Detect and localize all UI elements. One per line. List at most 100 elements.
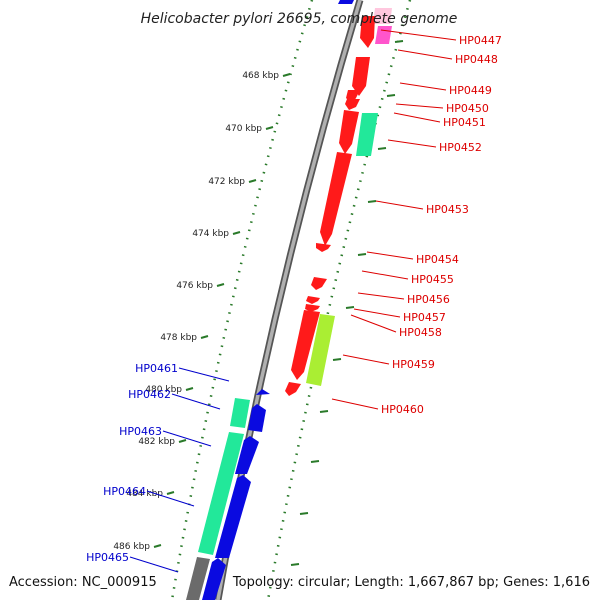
gene-label-hp0456[interactable]: HP0456 xyxy=(407,293,450,306)
gene-label-hp0449[interactable]: HP0449 xyxy=(449,84,492,97)
scale-label-470-kbp: 470 kbp xyxy=(225,124,262,134)
scale-label-484-kbp: 484 kbp xyxy=(126,489,163,499)
gene-label-hp0464[interactable]: HP0464 xyxy=(103,485,146,498)
scale-tick-minor xyxy=(345,306,355,309)
scale-label-480-kbp: 480 kbp xyxy=(145,385,182,395)
scale-tick-major xyxy=(282,73,291,77)
gene-label-hp0463[interactable]: HP0463 xyxy=(119,425,162,438)
scale-tick-major xyxy=(265,126,274,130)
scale-tick-minor xyxy=(310,460,320,463)
leader-hp0450 xyxy=(395,103,444,109)
gene-label-hp0450[interactable]: HP0450 xyxy=(446,102,489,115)
scale-tick-minor xyxy=(357,253,367,256)
forward-gene-arrows xyxy=(285,16,375,396)
genome-summary-text: Topology: circular; Length: 1,667,867 bp… xyxy=(232,575,590,590)
gene-arrow-hp0452 xyxy=(339,110,359,154)
gene-label-hp0447[interactable]: HP0447 xyxy=(459,34,502,47)
scale-tick-major xyxy=(216,283,225,287)
leader-hp0447 xyxy=(380,29,457,41)
leader-hp0453 xyxy=(375,200,424,210)
leader-hp0460 xyxy=(331,398,379,410)
gene-arrow-hp0461 xyxy=(256,389,270,395)
gene-arrow-hp0450 xyxy=(345,99,360,110)
leader-hp0464 xyxy=(146,490,195,507)
leader-hp0451 xyxy=(393,112,441,123)
scale-tick-minor xyxy=(299,512,309,515)
feature-pink-top-faded xyxy=(373,8,392,24)
outer-guide-ring-right xyxy=(266,0,412,600)
scale-tick-minor xyxy=(386,94,396,97)
scale-tick-minor xyxy=(319,410,329,413)
leader-hp0465 xyxy=(129,556,179,573)
leader-hp0455 xyxy=(361,270,409,280)
scale-tick-minor xyxy=(394,40,404,43)
scale-label-472-kbp: 472 kbp xyxy=(208,177,245,187)
gene-arrow-hp0465 xyxy=(202,558,226,600)
scale-label-468-kbp: 468 kbp xyxy=(242,71,279,81)
genome-title: Helicobacter pylori 26695, complete geno… xyxy=(141,11,458,27)
gene-arrow-hp0454 xyxy=(316,243,331,252)
gene-arrow-hp0457 xyxy=(306,296,320,304)
scale-tick-major xyxy=(200,335,209,339)
scale-tick-major xyxy=(178,439,187,443)
accession-text: Accession: NC_000915 xyxy=(9,575,157,590)
leader-hp0458 xyxy=(350,314,397,333)
gene-label-hp0459[interactable]: HP0459 xyxy=(392,358,435,371)
gene-arrow-hp0462 xyxy=(248,404,266,432)
gene-label-hp0452[interactable]: HP0452 xyxy=(439,141,482,154)
gene-arrow-hp0448 xyxy=(352,57,370,96)
leader-hp0457 xyxy=(353,308,401,318)
scale-tick-minor xyxy=(367,200,377,203)
gene-arrow-hp0458 xyxy=(305,304,320,312)
scale-tick-minor xyxy=(377,147,387,150)
scale-label-486-kbp: 486 kbp xyxy=(113,542,150,552)
gene-label-hp0458[interactable]: HP0458 xyxy=(399,326,442,339)
scale-tick-minor xyxy=(290,563,300,566)
gene-label-hp0455[interactable]: HP0455 xyxy=(411,273,454,286)
leader-hp0449 xyxy=(399,82,447,91)
gene-label-hp0460[interactable]: HP0460 xyxy=(381,403,424,416)
leader-hp0459 xyxy=(342,354,390,365)
gene-label-hp0457[interactable]: HP0457 xyxy=(403,311,446,324)
feature-teal-lower-2 xyxy=(198,432,244,555)
leader-hp0462 xyxy=(171,393,221,410)
gene-arrow-hp0459 xyxy=(291,310,320,380)
gene-label-hp0461[interactable]: HP0461 xyxy=(135,362,178,375)
leader-hp0454 xyxy=(366,251,414,260)
gene-arrow-hp0456 xyxy=(311,277,327,290)
scale-tick-major xyxy=(185,387,194,391)
gene-arrow-hp0464 xyxy=(215,475,251,558)
scale-tick-major xyxy=(166,491,175,495)
leader-hp0456 xyxy=(357,292,405,300)
gene-label-hp0465[interactable]: HP0465 xyxy=(86,551,129,564)
gene-arrow-top-partial xyxy=(338,0,354,4)
reverse-gene-arrows xyxy=(202,0,354,600)
scale-label-478-kbp: 478 kbp xyxy=(160,333,197,343)
gene-label-hp0448[interactable]: HP0448 xyxy=(455,53,498,66)
gene-label-hp0462[interactable]: HP0462 xyxy=(128,388,171,401)
label-leader-lines xyxy=(129,29,457,573)
feature-gray-bottom xyxy=(186,557,210,600)
scale-tick-minor xyxy=(332,358,342,361)
leader-hp0461 xyxy=(178,367,230,382)
leader-hp0463 xyxy=(162,430,212,447)
feature-teal-upper xyxy=(356,113,378,156)
leader-hp0452 xyxy=(387,139,437,148)
gene-arrow-hp0453 xyxy=(320,152,352,246)
feature-teal-lower-1 xyxy=(230,398,250,428)
scale-label-482-kbp: 482 kbp xyxy=(138,437,175,447)
gene-arrow-hp0447 xyxy=(360,16,375,48)
scale-label-474-kbp: 474 kbp xyxy=(192,229,229,239)
scale-labels: 468 kbp 470 kbp 472 kbp 474 kbp 476 kbp 478 k… xyxy=(113,71,279,552)
scale-ticks xyxy=(153,40,404,566)
gene-label-hp0453[interactable]: HP0453 xyxy=(426,203,469,216)
scale-label-476-kbp: 476 kbp xyxy=(176,281,213,291)
leader-hp0448 xyxy=(397,49,453,60)
scale-tick-major xyxy=(232,231,241,235)
gene-label-hp0454[interactable]: HP0454 xyxy=(416,253,459,266)
gene-arrow-hp0460 xyxy=(285,382,301,396)
gene-label-hp0451[interactable]: HP0451 xyxy=(443,116,486,129)
feature-pink-top xyxy=(375,26,392,44)
